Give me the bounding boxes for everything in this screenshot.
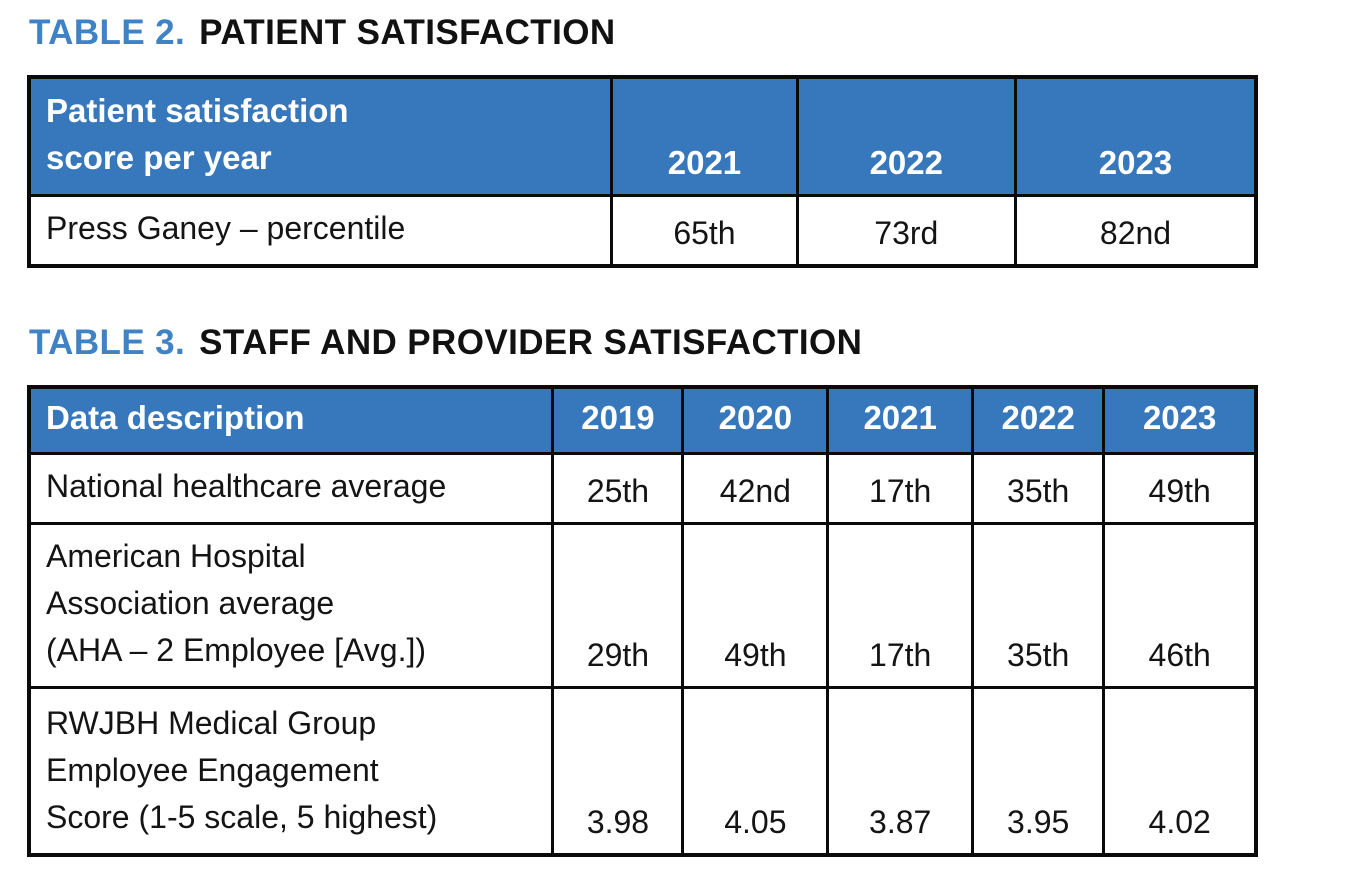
cell-value: 46th — [1102, 522, 1258, 690]
column-header-data-description: Data description — [27, 385, 555, 456]
table2-title-text: PATIENT SATISFACTION — [199, 13, 616, 52]
table-row-press-ganey: Press Ganey – percentile 65th 73rd 82nd — [27, 194, 1258, 268]
table2-title-prefix: TABLE 2. — [29, 13, 186, 52]
column-header-2019: 2019 — [551, 385, 685, 456]
cell-value: 73rd — [795, 194, 1017, 268]
column-header-2020: 2020 — [681, 385, 830, 456]
cell-value: 4.05 — [681, 686, 830, 857]
table-header-row: Data description 2019 2020 2021 2022 202… — [27, 385, 1258, 456]
cell-value: 82nd — [1013, 194, 1258, 268]
cell-value: 17th — [826, 452, 975, 526]
cell-value: 35th — [971, 522, 1106, 690]
cell-value: 49th — [1102, 452, 1258, 526]
cell-value: 35th — [971, 452, 1106, 526]
table-header-row: Patient satisfaction score per year 2021… — [27, 74, 1258, 198]
cell-value: 65th — [610, 194, 799, 268]
column-header-score-per-year: Patient satisfaction score per year — [27, 74, 614, 198]
row-label: National healthcare average — [27, 452, 555, 526]
staff-provider-table-header: Data description 2019 2020 2021 2022 202… — [27, 385, 1258, 456]
table-row-national-average: National healthcare average 25th 42nd 17… — [27, 452, 1258, 526]
table2-title: TABLE 2. PATIENT SATISFACTION — [29, 13, 1350, 53]
row-label: American Hospital Association average (A… — [27, 522, 555, 690]
row-label: Press Ganey – percentile — [27, 194, 614, 268]
column-header-2023: 2023 — [1013, 74, 1258, 198]
table-row-rwjbh-engagement: RWJBH Medical Group Employee Engagement … — [27, 686, 1258, 857]
table3-title-prefix: TABLE 3. — [29, 323, 186, 363]
cell-value: 49th — [681, 522, 830, 690]
cell-value: 42nd — [681, 452, 830, 526]
staff-provider-satisfaction-table: Data description 2019 2020 2021 2022 202… — [27, 384, 1258, 857]
cell-value: 17th — [826, 522, 975, 690]
table3-title-text: STAFF AND PROVIDER SATISFACTION — [199, 323, 863, 363]
cell-value: 3.87 — [826, 686, 975, 857]
cell-value: 4.02 — [1102, 686, 1258, 857]
column-header-2023: 2023 — [1102, 385, 1258, 456]
cell-value: 29th — [551, 522, 685, 690]
cell-value: 3.98 — [551, 686, 685, 857]
column-header-2021: 2021 — [826, 385, 975, 456]
column-header-2022: 2022 — [795, 74, 1017, 198]
spacer — [27, 268, 1350, 324]
patient-satisfaction-table-header: Patient satisfaction score per year 2021… — [27, 74, 1258, 198]
column-header-2022: 2022 — [971, 385, 1106, 456]
cell-value: 3.95 — [971, 686, 1106, 857]
patient-satisfaction-table: Patient satisfaction score per year 2021… — [27, 74, 1258, 269]
table3-title: TABLE 3. STAFF AND PROVIDER SATISFACTION — [29, 323, 1350, 363]
cell-value: 25th — [551, 452, 685, 526]
table-row-aha-average: American Hospital Association average (A… — [27, 522, 1258, 690]
row-label: RWJBH Medical Group Employee Engagement … — [27, 686, 555, 857]
column-header-2021: 2021 — [610, 74, 799, 198]
